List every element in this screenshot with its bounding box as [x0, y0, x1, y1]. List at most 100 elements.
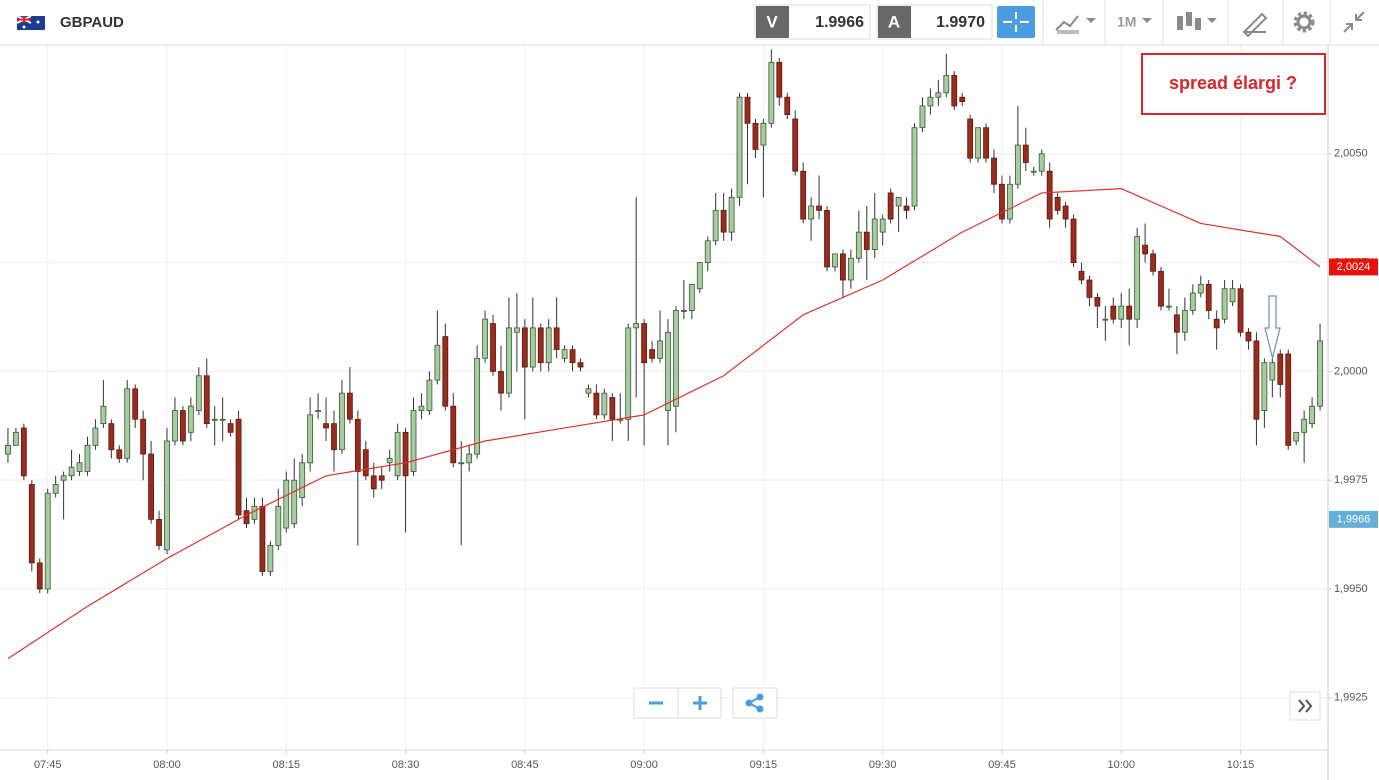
- candle-body: [243, 510, 250, 525]
- candle-body: [1229, 288, 1236, 303]
- plot: 1,99251,99501,99752,00002,00252,005007:4…: [0, 45, 1378, 780]
- candle-body: [784, 96, 791, 116]
- candle-body: [1134, 236, 1141, 320]
- candle-body: [108, 423, 115, 451]
- candle-body: [474, 357, 481, 455]
- candle-body: [1126, 305, 1133, 320]
- candle-body: [164, 440, 170, 551]
- candle-body: [1293, 431, 1300, 442]
- candle-body: [172, 410, 178, 442]
- candle-body: [601, 392, 608, 416]
- candle-body: [506, 327, 512, 394]
- candle-body: [315, 410, 321, 412]
- candle-body: [426, 379, 433, 411]
- candle-body: [569, 349, 576, 364]
- candle-body: [625, 327, 632, 420]
- candle-body: [585, 388, 592, 394]
- candle-body: [1213, 318, 1220, 329]
- timeframe: 1M: [1117, 14, 1136, 30]
- candle-body: [498, 370, 504, 394]
- candle-body: [959, 96, 966, 102]
- candle-body: [450, 405, 457, 464]
- scroll-end-button[interactable]: [1289, 691, 1321, 721]
- moving-average: [7, 188, 1321, 660]
- y-tick-label: 1,9975: [1334, 474, 1368, 486]
- candle-body: [911, 127, 918, 207]
- candle-body: [824, 209, 830, 268]
- candle-body: [768, 62, 775, 124]
- x-tick-label: 08:00: [153, 759, 181, 771]
- candle-body: [609, 397, 616, 420]
- candle-body: [331, 423, 337, 451]
- candle-body: [100, 405, 107, 425]
- timeframe-button[interactable]: 1M: [1117, 14, 1152, 30]
- candle-body: [903, 205, 910, 211]
- candle-body: [235, 418, 242, 516]
- collapse-button[interactable]: [1343, 11, 1365, 33]
- share-button[interactable]: [732, 687, 778, 719]
- candle-body: [1301, 418, 1308, 433]
- sell-price: 1.9966: [815, 14, 864, 31]
- candle-body: [140, 418, 147, 455]
- toolbar-separators: [1042, 0, 1331, 45]
- candle-body: [649, 349, 655, 359]
- price-badge: [1329, 258, 1378, 276]
- candle-body: [871, 218, 878, 250]
- candle-body: [879, 218, 886, 233]
- candle-body: [847, 257, 854, 281]
- annotation-box: [1141, 53, 1326, 115]
- candle-body: [283, 479, 290, 529]
- candle-body: [680, 310, 687, 312]
- candle-body: [855, 231, 862, 259]
- candle-body: [346, 392, 353, 420]
- x-tick-label: 10:00: [1107, 759, 1135, 771]
- y-tick-label: 2,0050: [1334, 148, 1368, 160]
- candle-body: [1086, 279, 1093, 298]
- candle-body: [92, 427, 99, 446]
- candle-body: [943, 75, 950, 94]
- price-badge-label: 2,0024: [1337, 261, 1371, 273]
- candle-body: [935, 92, 942, 98]
- x-tick-label: 09:15: [750, 759, 778, 771]
- candle-body: [339, 392, 345, 451]
- candle-body: [482, 318, 488, 359]
- sell-button[interactable]: V 1.9966: [754, 4, 871, 40]
- candle-body: [60, 475, 67, 481]
- candle-body: [816, 205, 822, 211]
- candle-body: [983, 127, 989, 159]
- candle-body: [434, 344, 441, 381]
- candle-body: [84, 444, 91, 472]
- zoom-in-button[interactable]: [677, 687, 722, 719]
- candle-body: [919, 105, 926, 129]
- indicator-button[interactable]: [1055, 15, 1096, 34]
- candle-body: [1078, 270, 1085, 281]
- chart-type-button[interactable]: [1177, 12, 1217, 30]
- candle-body: [529, 327, 536, 368]
- x-tick-label: 09:00: [630, 759, 658, 771]
- buy-button[interactable]: A 1.9970: [876, 4, 993, 40]
- candle-body: [1285, 353, 1292, 446]
- candle-body: [752, 122, 759, 150]
- candle-body: [36, 562, 43, 590]
- candle-body: [736, 96, 743, 198]
- x-tick-label: 09:30: [869, 759, 897, 771]
- candle-body: [553, 327, 560, 351]
- zoom-out-button[interactable]: [633, 687, 679, 719]
- settings-button[interactable]: [1293, 11, 1315, 33]
- candle-body: [1054, 196, 1061, 211]
- y-tick-label: 1,9925: [1334, 692, 1368, 704]
- candle-body: [466, 453, 473, 464]
- candle-body: [148, 453, 154, 520]
- crosshair-button[interactable]: [997, 6, 1035, 38]
- candle-body: [124, 388, 131, 459]
- candle-body: [1261, 362, 1268, 411]
- candle-body: [1007, 183, 1013, 220]
- candle-body: [1166, 305, 1172, 308]
- candle-body: [863, 231, 870, 250]
- candle-body: [362, 449, 369, 477]
- candle-body: [1221, 288, 1228, 320]
- candle-body: [1253, 340, 1260, 420]
- candle-body: [195, 375, 202, 411]
- y-tick-label: 2,0000: [1334, 365, 1368, 377]
- draw-button[interactable]: [1242, 12, 1268, 38]
